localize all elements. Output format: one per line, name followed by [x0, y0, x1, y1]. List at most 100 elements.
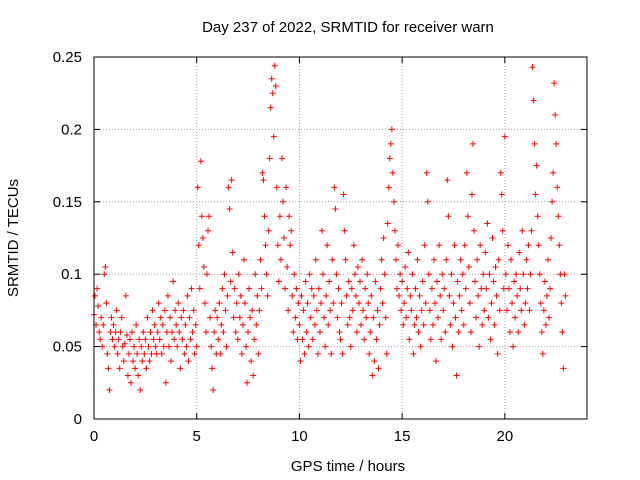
data-point [111, 343, 118, 350]
data-point [461, 242, 468, 249]
data-point [435, 314, 442, 321]
data-point [264, 292, 271, 299]
data-point [367, 329, 374, 336]
data-point [539, 350, 546, 357]
data-point [424, 198, 431, 205]
data-point [403, 314, 410, 321]
data-point [168, 358, 175, 365]
data-point [378, 256, 385, 263]
data-point [309, 336, 316, 343]
data-point [482, 249, 489, 256]
data-point [132, 365, 139, 372]
data-point [239, 321, 246, 328]
data-point [170, 278, 177, 285]
data-point [333, 271, 340, 278]
data-point [224, 292, 231, 299]
data-point [406, 336, 413, 343]
data-point [252, 271, 259, 278]
data-point [229, 249, 236, 256]
data-point [370, 314, 377, 321]
data-point [492, 263, 499, 270]
data-point [129, 329, 136, 336]
data-point [458, 307, 465, 314]
data-point [345, 278, 352, 285]
data-point [285, 307, 292, 314]
data-point [466, 300, 473, 307]
data-point [160, 343, 167, 350]
data-point [536, 271, 543, 278]
data-point [498, 191, 505, 198]
data-point [512, 314, 519, 321]
data-point [298, 292, 305, 299]
data-point [194, 184, 201, 191]
data-point [140, 329, 147, 336]
data-point [243, 343, 250, 350]
data-point [484, 220, 491, 227]
data-point [105, 365, 112, 372]
data-point [497, 169, 504, 176]
data-point [544, 256, 551, 263]
data-point [173, 321, 180, 328]
data-point [490, 278, 497, 285]
data-point [558, 300, 565, 307]
data-point [219, 285, 226, 292]
data-point [263, 271, 270, 278]
data-point [141, 350, 148, 357]
data-point [107, 329, 114, 336]
data-point [159, 321, 166, 328]
data-point [308, 285, 315, 292]
data-point [275, 278, 282, 285]
data-point [184, 292, 191, 299]
data-point [415, 329, 422, 336]
data-point [326, 278, 333, 285]
data-point [447, 321, 454, 328]
data-point [517, 285, 524, 292]
data-point [282, 285, 289, 292]
data-point [188, 285, 195, 292]
data-point [342, 256, 349, 263]
data-point [138, 343, 145, 350]
chart-title: Day 237 of 2022, SRMTID for receiver war… [202, 19, 494, 36]
data-point [112, 329, 119, 336]
plot-frame [93, 56, 588, 420]
data-point [304, 300, 311, 307]
data-point [279, 198, 286, 205]
data-point [487, 336, 494, 343]
data-point [427, 336, 434, 343]
data-point [197, 158, 204, 165]
data-point [464, 213, 471, 220]
data-point [455, 329, 462, 336]
data-point [316, 329, 323, 336]
data-point [256, 307, 263, 314]
data-point [234, 336, 241, 343]
data-point [380, 235, 387, 241]
data-point [408, 307, 415, 314]
data-point [311, 321, 318, 328]
data-point [439, 271, 446, 278]
data-point [516, 249, 523, 256]
data-point [417, 343, 424, 350]
data-point [405, 249, 412, 256]
data-point [245, 329, 252, 336]
data-point [135, 372, 142, 379]
data-point [416, 292, 423, 299]
data-point [441, 285, 448, 292]
data-point [355, 300, 362, 307]
data-point [430, 256, 437, 263]
data-point [121, 340, 128, 347]
data-point [92, 292, 99, 299]
data-point [95, 303, 102, 310]
data-point [273, 184, 280, 191]
data-point [548, 235, 555, 241]
data-point [97, 336, 104, 343]
data-point [467, 329, 474, 336]
data-point [554, 184, 561, 191]
data-point [103, 300, 110, 307]
data-point [181, 350, 188, 357]
data-point [540, 307, 547, 314]
data-point [395, 242, 402, 249]
data-point [268, 75, 275, 82]
data-point [158, 350, 165, 357]
x-tick-label: 5 [193, 428, 201, 445]
data-point [266, 155, 273, 162]
